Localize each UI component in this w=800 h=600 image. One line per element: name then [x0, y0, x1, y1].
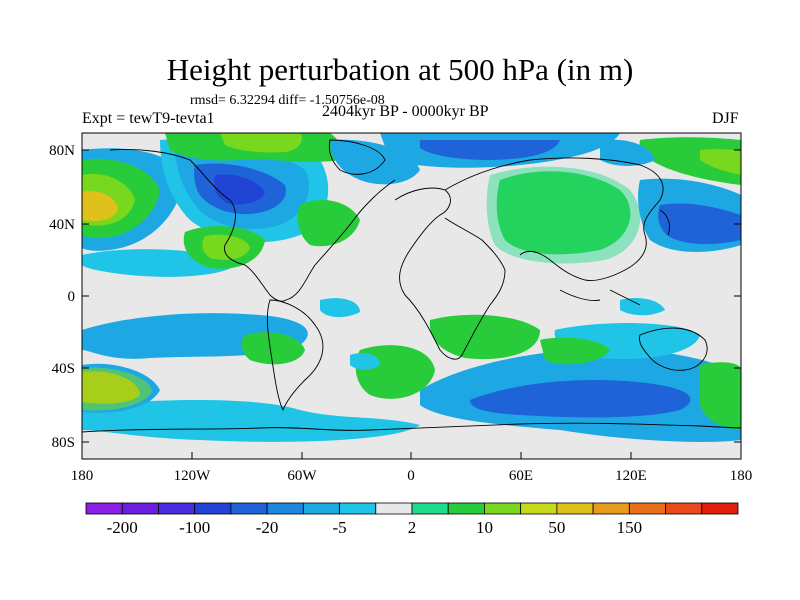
lon-label-180e: 180	[730, 468, 753, 484]
colorbar-box	[665, 502, 703, 515]
coast-greenland	[328, 139, 386, 175]
coast-north-america	[109, 149, 396, 302]
lon-label-60w: 60W	[287, 468, 317, 484]
lat-label-80s: 80S	[52, 435, 75, 451]
gulf-high-core	[202, 234, 250, 260]
colorbar-label: 10	[476, 518, 493, 537]
coastlines	[82, 139, 741, 433]
north-atlantic-green	[297, 200, 360, 247]
tropical-atlantic-blue	[350, 353, 380, 370]
colorbar-label: -5	[332, 518, 346, 537]
colorbar-box	[447, 502, 485, 515]
colorbar-label: 50	[548, 518, 565, 537]
colorbar-label: -200	[107, 518, 138, 537]
colorbar-box	[411, 502, 449, 515]
south-america-high	[241, 332, 305, 365]
colorbar-box	[85, 502, 123, 515]
colorbar-label: 150	[617, 518, 643, 537]
lat-label-40s: 40S	[52, 361, 75, 377]
north-america-low-inner	[214, 174, 265, 205]
colorbar-label: -100	[179, 518, 210, 537]
east-asia-low-core	[658, 203, 741, 245]
colorbar-box	[520, 502, 558, 515]
lat-label-80n: 80N	[49, 143, 75, 159]
colorbar-box	[556, 502, 594, 515]
colorbar-box	[592, 502, 630, 515]
colorbar-box	[230, 502, 268, 515]
colorbar-box	[701, 502, 739, 515]
south-atlantic-blue	[320, 298, 360, 318]
lon-label-0: 0	[407, 468, 415, 484]
africa-south-high	[429, 314, 540, 360]
lon-label-120e: 120E	[615, 468, 647, 484]
southern-ocean-core	[470, 380, 691, 418]
southern-blue-band-2	[82, 400, 420, 442]
eurasia-high-ring	[486, 166, 641, 264]
arctic-east-blue	[600, 139, 655, 166]
coast-asia	[444, 157, 664, 281]
colorbar-box	[266, 502, 304, 515]
axis-ticks	[81, 149, 742, 459]
eurasia-high	[496, 171, 631, 255]
colorbar-box	[628, 502, 666, 515]
south-indian-high	[700, 362, 741, 430]
arctic-east-yellow	[700, 149, 741, 175]
coast-south-america	[266, 299, 324, 412]
indian-ocean-green	[540, 337, 610, 365]
rmsd-stats: rmsd= 6.32294 diff= -1.50756e-08	[190, 93, 385, 108]
coast-australia	[639, 327, 708, 371]
colorbar-box	[375, 502, 413, 515]
lon-label-60e: 60E	[509, 468, 533, 484]
colorbar-label: -20	[256, 518, 279, 537]
experiment-label: Expt = tewT9-tevta1	[82, 110, 215, 127]
colorbar-box	[339, 502, 377, 515]
lon-labels: 180 120W 60W 0 60E 120E 180	[71, 468, 753, 484]
map-title: Height perturbation at 500 hPa (in m)	[166, 52, 634, 87]
west-pacific-blue	[620, 298, 665, 316]
colorbar-label: 2	[408, 518, 417, 537]
coast-antarctica	[82, 422, 741, 433]
lat-labels: 80N 40N 0 40S 80S	[49, 143, 75, 451]
lon-label-180w: 180	[71, 468, 94, 484]
eurasia-arctic-low-core	[420, 140, 560, 160]
colorbar-boxes	[85, 502, 739, 515]
colorbar-box	[194, 502, 232, 515]
arctic-canada-yellow	[220, 133, 302, 153]
north-pacific-core	[82, 191, 118, 221]
colorbar-labels: -200 -100 -20 -5 2 10 50 150	[107, 518, 642, 537]
colorbar-box	[484, 502, 522, 515]
contour-field	[82, 133, 741, 459]
lat-label-eq: 0	[68, 289, 76, 305]
coast-europe-africa	[394, 187, 506, 360]
coast-east-asia-islands	[559, 209, 671, 306]
season-label: DJF	[712, 110, 739, 127]
period-label: 2404kyr BP - 0000kyr BP	[322, 103, 489, 120]
colorbar-box	[121, 502, 159, 515]
colorbar-box	[158, 502, 196, 515]
south-pacific-high-ring	[82, 367, 152, 411]
colorbar-box	[302, 502, 340, 515]
lat-label-40n: 40N	[49, 217, 75, 233]
lon-label-120w: 120W	[174, 468, 212, 484]
